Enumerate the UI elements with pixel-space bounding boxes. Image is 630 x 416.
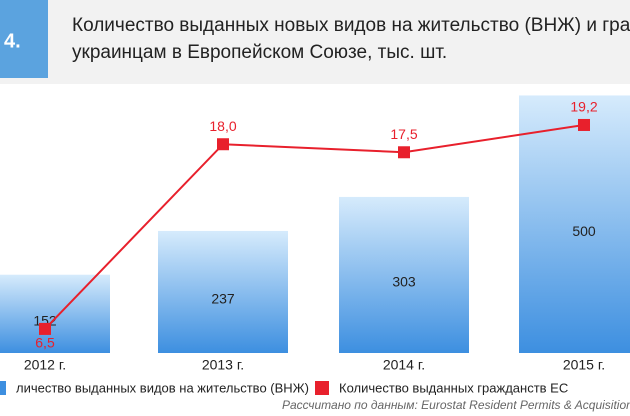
bar bbox=[519, 95, 630, 354]
point-label: 18,0 bbox=[209, 118, 236, 134]
line bbox=[44, 123, 585, 330]
point-label: 19,2 bbox=[570, 99, 597, 115]
x-tick-label: 2012 г. bbox=[24, 357, 66, 373]
header-bg bbox=[0, 0, 630, 84]
legend-label: личество выданных видов на жительство (В… bbox=[16, 380, 309, 395]
bar-label: 237 bbox=[211, 291, 235, 307]
x-tick-label: 2013 г. bbox=[202, 357, 244, 373]
legend-swatch bbox=[315, 381, 329, 395]
x-tick-label: 2015 г. bbox=[563, 357, 605, 373]
point-label: 17,5 bbox=[390, 126, 417, 142]
badge-text: 4. bbox=[4, 30, 21, 52]
line-point bbox=[39, 322, 51, 335]
line-point bbox=[578, 118, 590, 131]
badge bbox=[0, 0, 48, 78]
legend-swatch bbox=[0, 381, 6, 395]
bar-label: 500 bbox=[572, 223, 596, 239]
bar bbox=[158, 230, 288, 353]
line-point bbox=[398, 146, 410, 159]
legend-label: Количество выданных гражданств ЕС bbox=[339, 380, 568, 395]
x-tick-label: 2014 г. bbox=[383, 357, 425, 373]
bar bbox=[339, 196, 469, 353]
bar bbox=[0, 274, 110, 353]
chart-title: Количество выданных новых видов на жител… bbox=[72, 15, 630, 36]
bar-label: 303 bbox=[392, 274, 416, 290]
point-label: 6,5 bbox=[35, 335, 55, 351]
line-point bbox=[217, 138, 229, 151]
source: Рассчитано по данным: Eurostat Resident … bbox=[282, 398, 630, 412]
chart-title: украинцам в Европейском Союзе, тыс. шт. bbox=[72, 42, 447, 63]
